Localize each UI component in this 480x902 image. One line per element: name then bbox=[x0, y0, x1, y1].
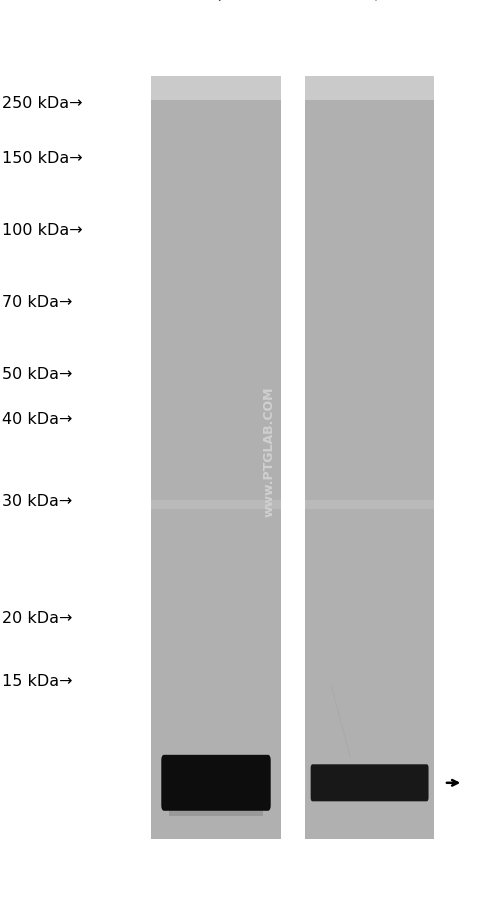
Text: 15 kDa→: 15 kDa→ bbox=[2, 674, 73, 688]
Text: www.PTGLAB.COM: www.PTGLAB.COM bbox=[262, 386, 276, 516]
Text: 250 kDa→: 250 kDa→ bbox=[2, 97, 83, 111]
Bar bbox=[151, 501, 281, 510]
Text: A375: A375 bbox=[211, 0, 257, 5]
Text: 20 kDa→: 20 kDa→ bbox=[2, 611, 73, 625]
Bar bbox=[151, 77, 281, 101]
Bar bbox=[169, 803, 263, 816]
FancyBboxPatch shape bbox=[311, 765, 429, 801]
Text: NCI-H1299: NCI-H1299 bbox=[365, 0, 448, 5]
FancyBboxPatch shape bbox=[161, 755, 271, 811]
Text: 150 kDa→: 150 kDa→ bbox=[2, 151, 83, 165]
Bar bbox=[305, 501, 434, 510]
Bar bbox=[151, 77, 281, 839]
Text: 100 kDa→: 100 kDa→ bbox=[2, 223, 83, 237]
Text: 70 kDa→: 70 kDa→ bbox=[2, 295, 73, 309]
Text: 50 kDa→: 50 kDa→ bbox=[2, 367, 73, 382]
Bar bbox=[305, 77, 434, 101]
Text: 30 kDa→: 30 kDa→ bbox=[2, 493, 72, 508]
Text: 40 kDa→: 40 kDa→ bbox=[2, 412, 73, 427]
Bar bbox=[305, 77, 434, 839]
